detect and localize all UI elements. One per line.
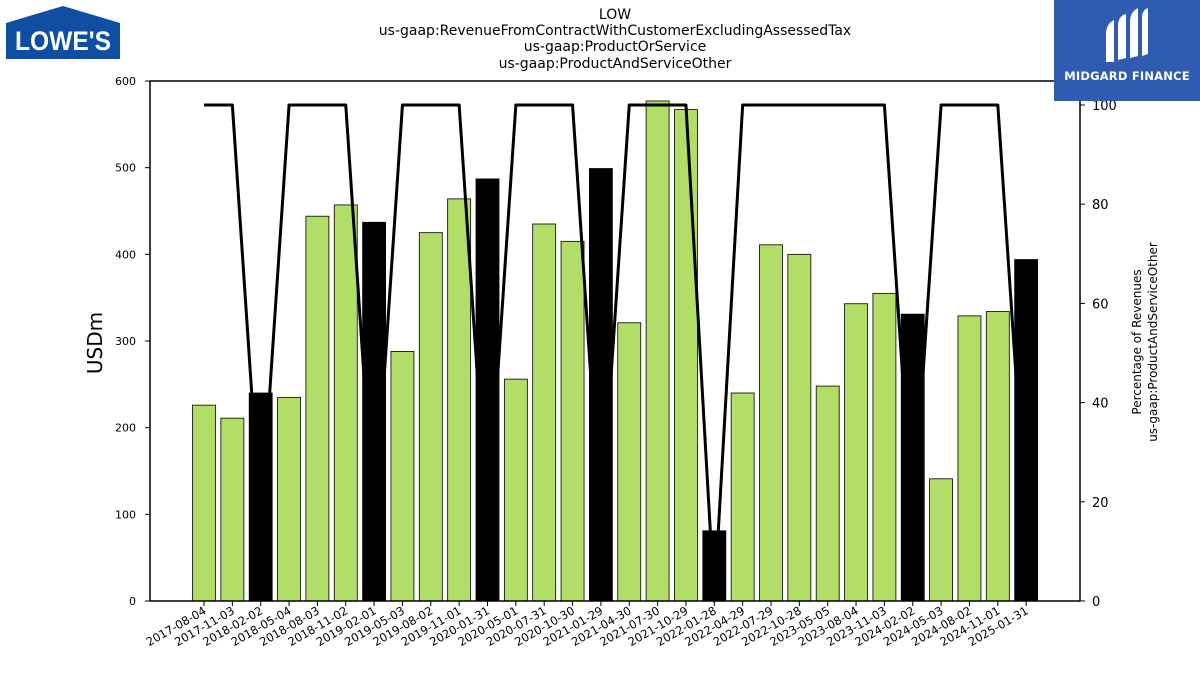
y2-tick-label: 40 — [1092, 397, 1109, 412]
y-axis-label: USDm — [83, 312, 107, 374]
bar-2022-10-28 — [787, 253, 812, 602]
bar-2023-08-04 — [844, 303, 868, 602]
y-tick-label: 300 — [115, 335, 136, 348]
bar-2022-07-29 — [759, 244, 783, 602]
bar-2023-05-05 — [815, 385, 840, 602]
bar-2017-11-03 — [220, 417, 245, 602]
midgard-logo-text: MIDGARD FINANCE — [1064, 69, 1190, 83]
bar-2024-05-03 — [929, 478, 953, 602]
bar-2018-11-02 — [333, 204, 358, 602]
bar-2021-10-29 — [674, 109, 698, 602]
chart-title-metric: us-gaap:RevenueFromContractWithCustomerE… — [378, 23, 852, 39]
bar-2017-08-04 — [192, 404, 216, 602]
bars-group — [192, 100, 1039, 602]
y-tick-label: 600 — [115, 75, 136, 88]
lowes-logo-text: LOWE'S — [15, 26, 111, 56]
chart-title-axis: us-gaap:ProductOrService — [523, 39, 707, 55]
bar-2020-10-30 — [560, 240, 585, 602]
bar-2020-07-31 — [532, 223, 557, 602]
y2-tick-label: 60 — [1092, 297, 1109, 312]
chart-title-member: us-gaap:ProductAndServiceOther — [498, 56, 732, 72]
percentage-line-group — [204, 103, 1028, 603]
chart-title-ticker: LOW — [598, 7, 632, 23]
bar-2021-07-30 — [645, 100, 670, 602]
bar-2024-02-02 — [900, 313, 925, 602]
y2-axis-label-line2: us-gaap:ProductAndServiceOther — [1146, 242, 1160, 442]
bar-2024-08-02 — [957, 315, 982, 602]
bar-2021-04-30 — [617, 322, 642, 602]
midgard-finance-logo: MIDGARD FINANCE — [1054, 0, 1200, 101]
bar-2018-08-03 — [305, 215, 330, 602]
y-tick-label: 200 — [115, 422, 136, 435]
y2-axis-label-line1: Percentage of Revenues — [1130, 269, 1144, 414]
percentage-line — [204, 103, 1028, 603]
bar-2023-11-03 — [872, 292, 897, 602]
axes-group: 01002003004005006000204060801002017-08-0… — [83, 75, 1160, 649]
bar-2022-04-29 — [730, 392, 755, 602]
bar-2019-11-01 — [447, 198, 472, 602]
bar-2019-08-02 — [418, 232, 443, 602]
y2-tick-label: 20 — [1092, 496, 1109, 511]
midgard-mark-icon — [1106, 8, 1148, 62]
bar-2018-05-04 — [277, 396, 301, 602]
y-tick-label: 100 — [115, 508, 136, 521]
bar-2025-01-31 — [1014, 259, 1039, 602]
y-tick-label: 500 — [115, 162, 136, 175]
bar-2019-05-03 — [390, 350, 415, 602]
y2-tick-label: 0 — [1092, 595, 1100, 610]
y2-tick-label: 100 — [1092, 99, 1117, 114]
y2-tick-label: 80 — [1092, 198, 1109, 213]
y-tick-label: 0 — [129, 595, 136, 608]
bar-2024-11-01 — [985, 311, 1010, 602]
y-tick-label: 400 — [115, 248, 136, 261]
lowes-logo: LOWE'S — [6, 6, 120, 59]
bar-2020-05-01 — [503, 378, 528, 602]
